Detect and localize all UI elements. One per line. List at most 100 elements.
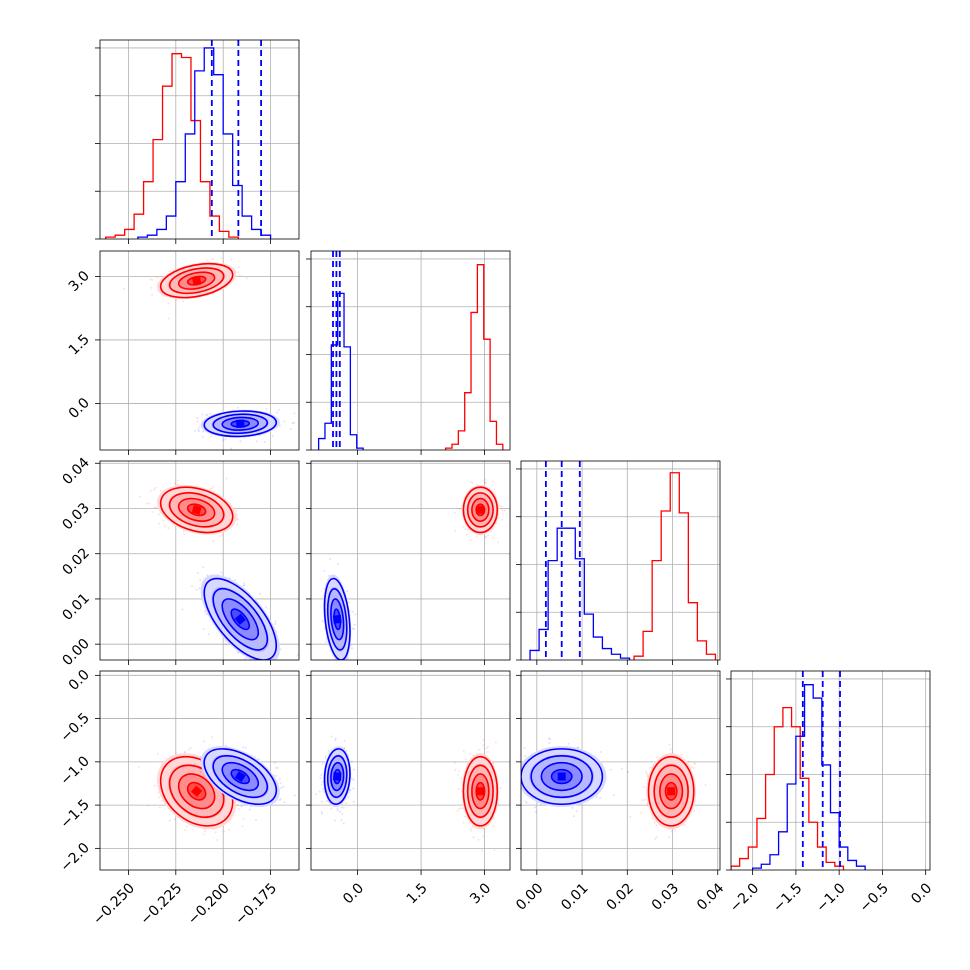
density-peak-red (191, 504, 202, 515)
scatter-point (182, 300, 185, 303)
y-tick-label: −0.5 (57, 710, 92, 745)
scatter-point (459, 807, 462, 810)
scatter-point (223, 794, 226, 797)
scatter-point (205, 613, 208, 616)
scatter-point (264, 606, 267, 609)
scatter-point (693, 809, 696, 812)
scatter-point (694, 762, 697, 765)
scatter-point (321, 812, 324, 815)
scatter-point (159, 489, 162, 492)
contour-blue (530, 754, 594, 799)
scatter-point (177, 479, 180, 482)
contour-blue (230, 608, 251, 631)
scatter-point (175, 752, 178, 755)
scatter-point (196, 417, 199, 420)
contour-blue (521, 748, 604, 806)
scatter-point (484, 481, 487, 484)
scatter-point (183, 533, 186, 536)
scatter-point (234, 578, 237, 581)
panel-frame (310, 670, 511, 871)
scatter-point (206, 259, 209, 262)
scatter-point (458, 770, 461, 773)
scatter-point (255, 818, 258, 821)
scatter-point (651, 817, 654, 820)
scatter-point (236, 651, 239, 654)
scatter-point (222, 439, 225, 442)
scatter-point (251, 663, 253, 665)
scatter-point (469, 480, 472, 483)
y-tick-label: 0.02 (59, 545, 92, 578)
scatter-point (352, 627, 355, 630)
scatter-point (322, 790, 325, 793)
scatter-point (548, 738, 551, 741)
scatter-point (341, 812, 344, 815)
scatter-point (244, 657, 247, 660)
scatter-point (486, 746, 489, 749)
x-tick-label: 0.0 (908, 880, 935, 907)
scatter-point (629, 815, 632, 818)
scatter-point (471, 482, 474, 485)
scatter-point (654, 838, 657, 841)
scatter-point (280, 786, 283, 789)
scatter-point (151, 510, 154, 513)
scatter-point (330, 807, 333, 810)
scatter-point (177, 483, 180, 486)
scatter-point (199, 770, 202, 773)
density-peak-red (191, 275, 202, 286)
scatter-point (282, 785, 285, 788)
scatter-point (534, 810, 537, 813)
scatter-point (244, 746, 247, 749)
scatter-point (275, 775, 278, 778)
scatter-point (221, 533, 224, 536)
scatter-point (325, 641, 328, 644)
panel-2-1 (311, 461, 510, 667)
scatter-point (321, 620, 324, 623)
scatter-point (348, 791, 351, 794)
scatter-point (158, 513, 161, 516)
scatter-point (567, 742, 570, 745)
scatter-point (236, 803, 239, 806)
scatter-point (331, 661, 333, 663)
contour-red (466, 764, 494, 819)
contour-red (647, 755, 695, 827)
x-tick-label: 0.00 (513, 880, 546, 913)
scatter-point (156, 752, 159, 755)
scatter-point (224, 744, 227, 747)
scatter-point (327, 749, 330, 752)
scatter-point (235, 509, 238, 512)
scatter-point (278, 799, 281, 802)
histogram-red (444, 264, 504, 450)
scatter-point (184, 828, 187, 831)
scatter-point (670, 830, 673, 833)
scatter-point (347, 796, 350, 799)
scatter-point (344, 664, 346, 666)
scatter-point (291, 422, 294, 425)
contour-red (466, 492, 494, 528)
scatter-point (211, 487, 214, 490)
scatter-point (350, 777, 353, 780)
contour-red (177, 773, 216, 810)
scatter-point (485, 535, 488, 538)
scatter-point (337, 665, 339, 667)
scatter-point (641, 799, 644, 802)
x-tick-label: −0.200 (185, 880, 233, 928)
contour-red (168, 492, 225, 528)
scatter-point (167, 317, 170, 320)
y-tick-label: −1.5 (57, 797, 92, 832)
contour-blue (326, 587, 348, 651)
scatter-point (503, 509, 506, 512)
scatter-point (289, 428, 292, 431)
scatter-point (158, 796, 161, 799)
contour-blue (333, 768, 342, 785)
scatter-point (263, 440, 266, 443)
scatter-point (454, 768, 457, 771)
scatter-point (494, 741, 497, 744)
scatter-point (500, 518, 503, 521)
scatter-point (296, 654, 299, 657)
scatter-point (278, 408, 281, 411)
scatter-point (242, 817, 245, 820)
scatter-point (237, 807, 240, 810)
scatter-point (612, 794, 615, 797)
contour-blue (221, 598, 260, 641)
panel-3-0 (100, 671, 299, 870)
